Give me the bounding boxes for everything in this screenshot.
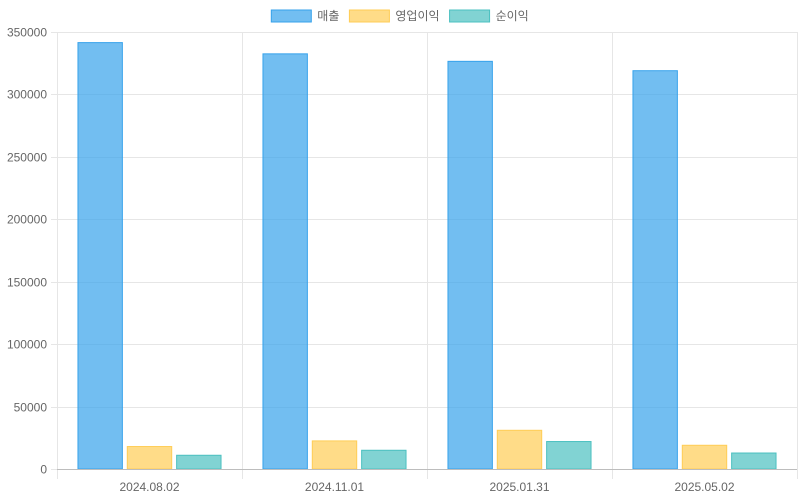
- bar[interactable]: [546, 441, 592, 470]
- bars-group: [77, 42, 777, 470]
- y-tick-label: 100000: [7, 338, 47, 352]
- axes: [57, 32, 797, 470]
- legend-swatch: [348, 9, 390, 23]
- legend-swatch: [270, 9, 312, 23]
- y-tick-label: 50000: [14, 401, 48, 415]
- bar[interactable]: [262, 53, 308, 470]
- bar[interactable]: [126, 446, 173, 470]
- legend-label: 영업이익: [395, 9, 439, 23]
- bar[interactable]: [496, 429, 543, 470]
- legend-item[interactable]: 영업이익: [348, 9, 440, 23]
- legend-label: 순이익: [496, 9, 529, 23]
- legend-item[interactable]: 매출: [270, 9, 339, 23]
- bar[interactable]: [176, 454, 222, 470]
- y-tick-label: 200000: [7, 213, 47, 227]
- legend: 매출 영업이익 순이익: [270, 9, 529, 23]
- legend-item[interactable]: 순이익: [449, 9, 529, 23]
- bar[interactable]: [681, 444, 728, 470]
- y-tick-label: 150000: [7, 276, 47, 290]
- legend-label: 매출: [317, 9, 339, 23]
- y-tick-label: 250000: [7, 151, 47, 165]
- y-axis-ticks: 0 50000 100000 150000 200000 250000 300000 3500…: [7, 26, 57, 477]
- x-tick-label: 2025.01.31: [489, 480, 549, 494]
- bar[interactable]: [361, 449, 407, 470]
- x-tick-label: 2024.11.01: [305, 480, 364, 494]
- y-tick-label: 350000: [7, 26, 47, 40]
- y-tick-label: 0: [40, 463, 47, 477]
- x-axis-ticks: 2024.08.02 2024.11.01 2025.01.31 2025.05.02: [119, 480, 734, 494]
- bar[interactable]: [731, 452, 777, 470]
- bar[interactable]: [77, 42, 123, 470]
- legend-swatch: [449, 9, 491, 23]
- y-tick-label: 300000: [7, 88, 47, 102]
- bar[interactable]: [311, 440, 358, 470]
- grid-lines: [57, 32, 798, 479]
- x-tick-label: 2024.08.02: [119, 480, 179, 494]
- x-tick-label: 2025.05.02: [674, 480, 734, 494]
- bar[interactable]: [632, 70, 678, 470]
- bar[interactable]: [447, 60, 493, 470]
